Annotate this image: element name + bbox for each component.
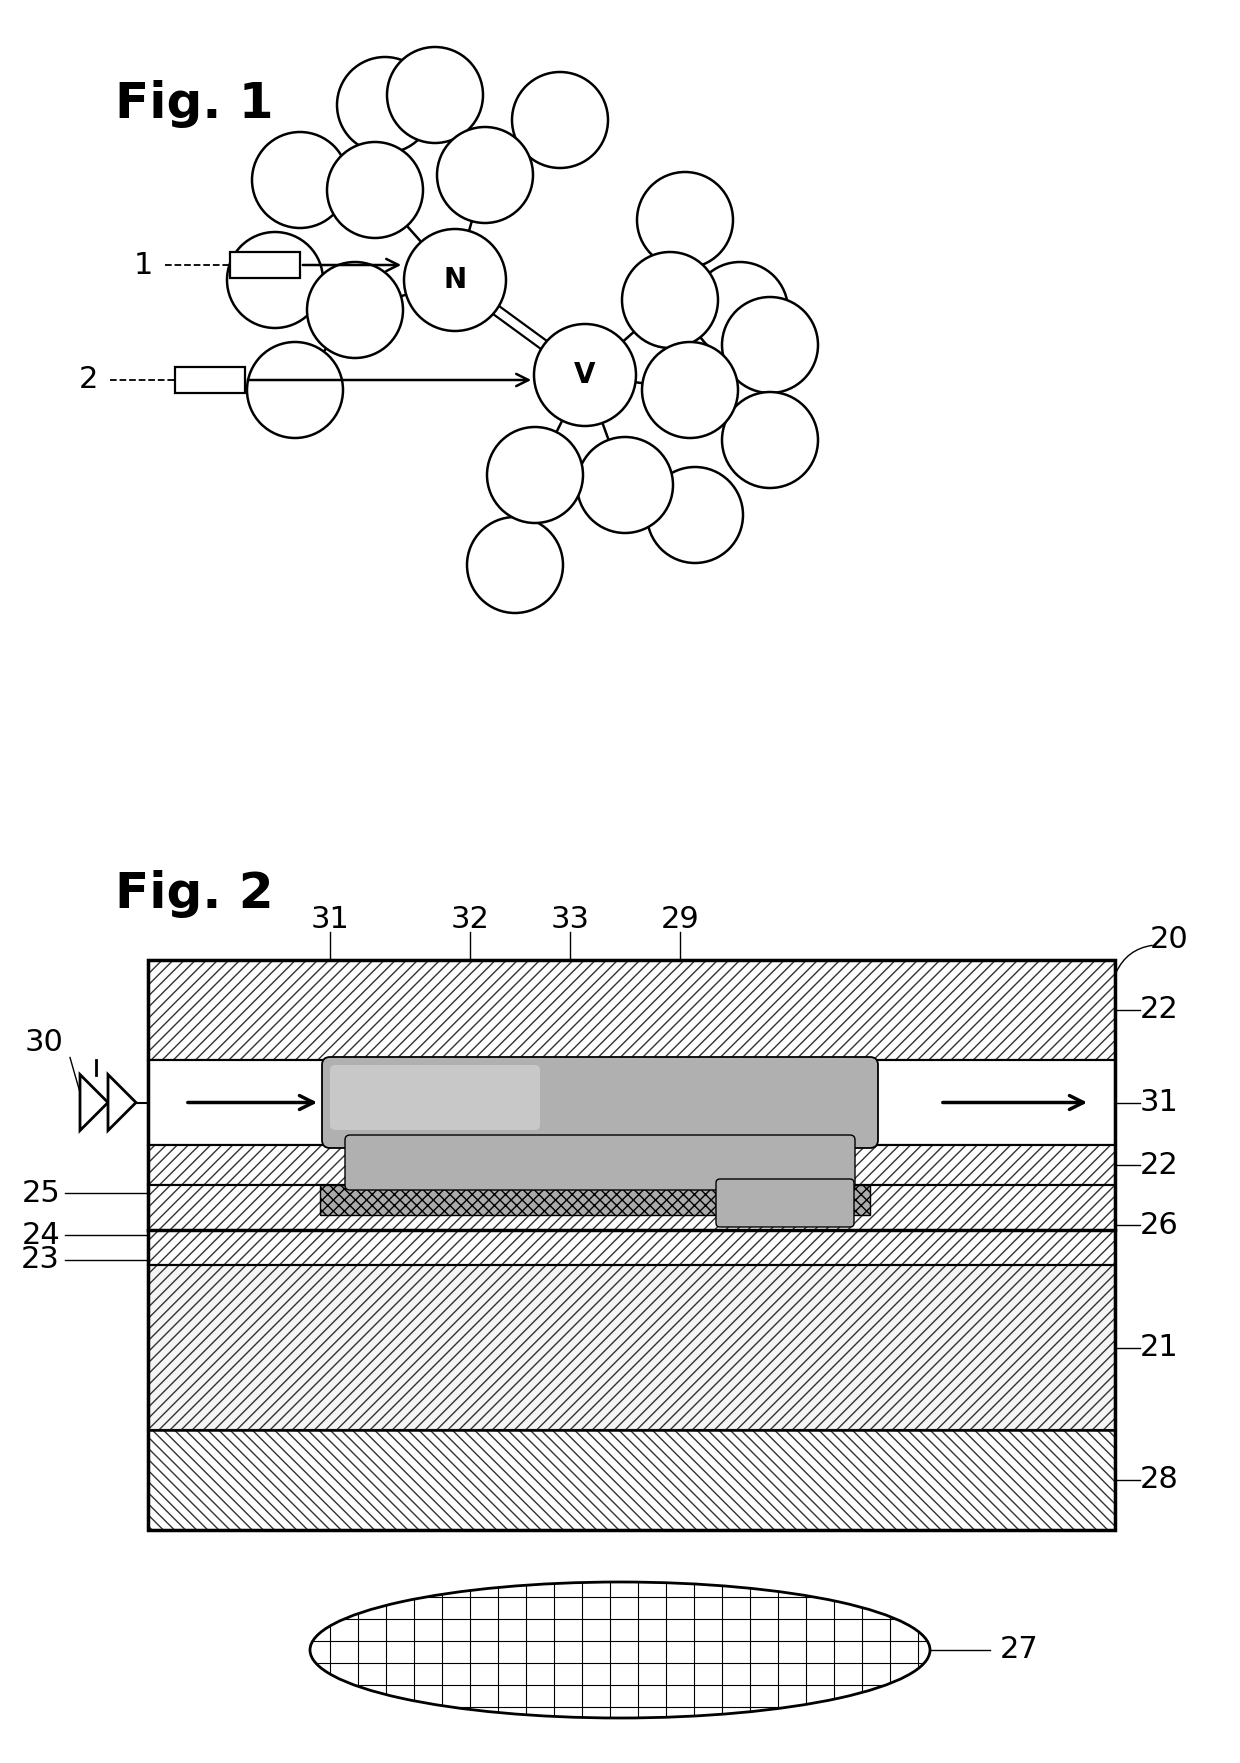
Text: V: V	[574, 361, 595, 390]
Text: 31: 31	[310, 906, 350, 934]
Text: 2: 2	[78, 365, 98, 395]
Ellipse shape	[310, 1581, 930, 1717]
FancyBboxPatch shape	[330, 1065, 539, 1130]
Circle shape	[247, 342, 343, 437]
Circle shape	[252, 132, 348, 227]
Bar	[148, 961, 1115, 1060]
FancyBboxPatch shape	[322, 1058, 878, 1148]
Text: 23: 23	[21, 1245, 60, 1275]
Circle shape	[308, 263, 403, 358]
Text: 20: 20	[1149, 926, 1189, 954]
Text: N: N	[444, 266, 466, 294]
Circle shape	[512, 72, 608, 167]
Bar	[229, 252, 300, 279]
Text: 28: 28	[1140, 1465, 1179, 1495]
Circle shape	[337, 56, 433, 153]
Circle shape	[327, 143, 423, 238]
Text: 26: 26	[1140, 1211, 1179, 1239]
Circle shape	[647, 467, 743, 562]
Bar	[148, 1060, 1115, 1144]
Circle shape	[534, 324, 636, 427]
Text: 24: 24	[21, 1220, 60, 1250]
Text: 33: 33	[551, 906, 589, 934]
Circle shape	[622, 252, 718, 347]
Text: 1: 1	[134, 250, 153, 280]
Circle shape	[227, 233, 322, 328]
Circle shape	[722, 391, 818, 488]
Text: 21: 21	[1140, 1333, 1179, 1363]
Text: 25: 25	[21, 1178, 60, 1208]
Circle shape	[487, 427, 583, 524]
Text: 29: 29	[661, 906, 699, 934]
Text: 22: 22	[1140, 1151, 1179, 1179]
Text: 27: 27	[999, 1636, 1039, 1664]
Circle shape	[642, 342, 738, 437]
Text: Fig. 2: Fig. 2	[115, 869, 274, 919]
Text: 30: 30	[25, 1028, 64, 1058]
Bar	[175, 367, 246, 393]
Circle shape	[722, 296, 818, 393]
Polygon shape	[108, 1074, 136, 1130]
Text: Fig. 1: Fig. 1	[115, 79, 274, 129]
Text: 31: 31	[1140, 1088, 1179, 1118]
Bar	[148, 1185, 1115, 1266]
Text: 22: 22	[1140, 996, 1179, 1024]
Bar	[148, 961, 1115, 1530]
Circle shape	[637, 173, 733, 268]
Polygon shape	[81, 1074, 108, 1130]
Circle shape	[436, 127, 533, 222]
Circle shape	[404, 229, 506, 331]
Bar	[320, 1185, 870, 1215]
Circle shape	[467, 517, 563, 614]
Bar	[148, 1144, 1115, 1185]
Bar	[148, 1266, 1115, 1430]
FancyBboxPatch shape	[345, 1135, 856, 1190]
FancyBboxPatch shape	[715, 1179, 854, 1227]
Bar	[148, 1430, 1115, 1530]
Circle shape	[692, 263, 787, 358]
Circle shape	[387, 48, 484, 143]
Text: 32: 32	[450, 906, 490, 934]
Circle shape	[577, 437, 673, 532]
